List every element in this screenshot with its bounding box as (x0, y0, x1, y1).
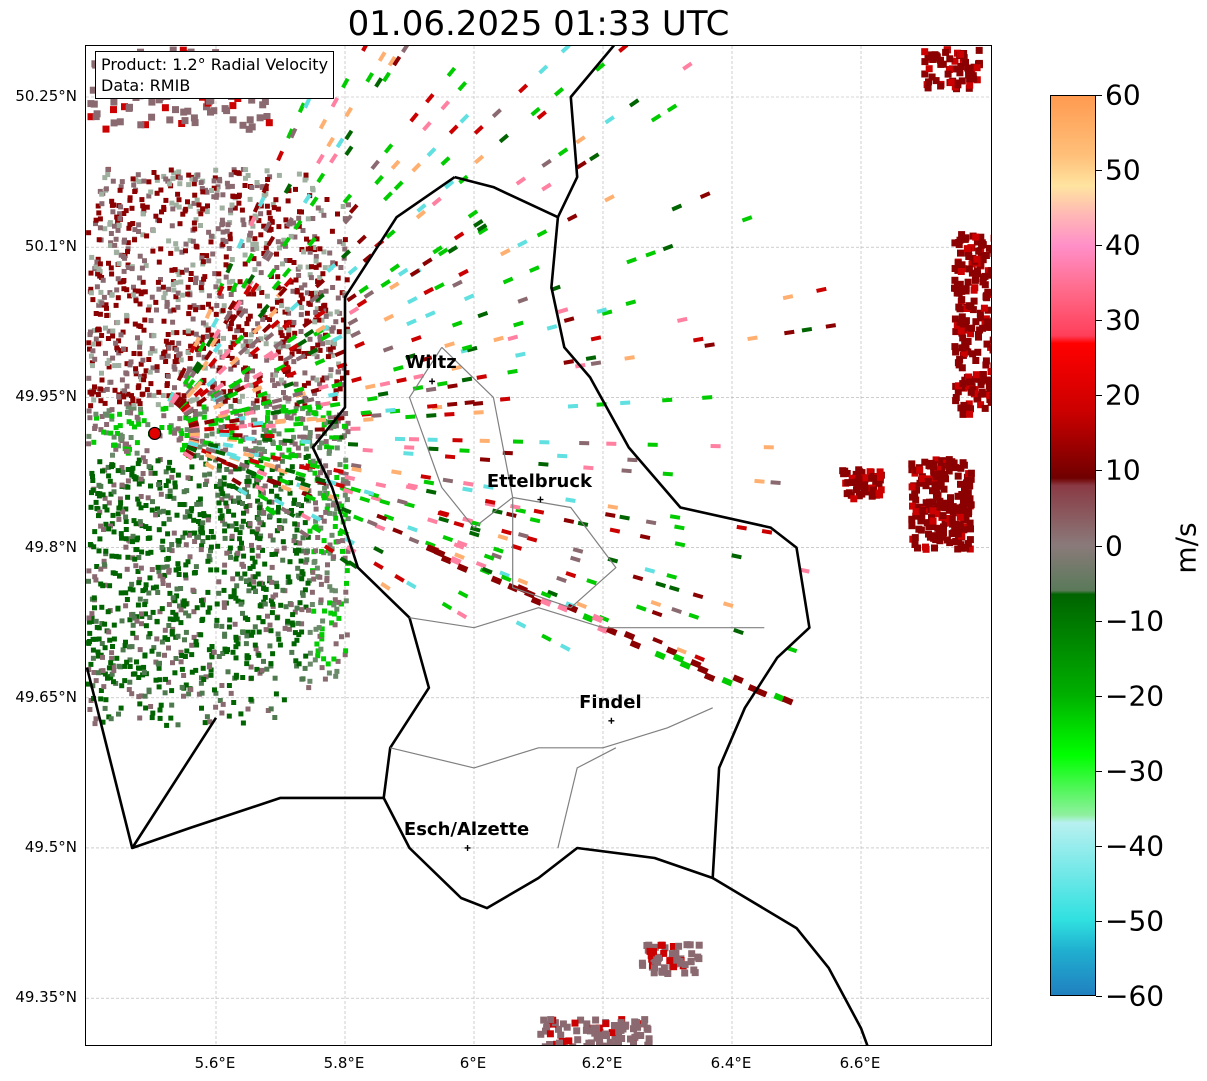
colorbar-tick-mark (1096, 320, 1102, 322)
latitude-tick-label: 49.35°N (15, 988, 77, 1007)
longitude-tick-label: 6.2°E (581, 1054, 623, 1072)
city-marker (608, 717, 615, 724)
longitude-tick-label: 6°E (459, 1054, 487, 1072)
data-source-label: Data: RMIB (101, 76, 191, 95)
colorbar-tick-label: −10 (1105, 604, 1165, 638)
country-borders (86, 46, 869, 1045)
velocity-colorbar (1050, 95, 1096, 996)
canton-line (557, 747, 617, 849)
city-marker (537, 496, 544, 503)
colorbar-tick-mark (1096, 920, 1102, 922)
colorbar-tick-label: −30 (1105, 754, 1165, 788)
latitude-tick-label: 49.65°N (15, 687, 77, 706)
radar-site-marker (148, 426, 162, 441)
colorbar-tick-label: 10 (1105, 453, 1141, 487)
canton-line (390, 707, 713, 769)
colorbar-tick-mark (1096, 470, 1102, 472)
city-marker (429, 378, 436, 385)
colorbar-tick-label: −20 (1105, 679, 1165, 713)
latitude-tick-label: 49.5°N (24, 837, 77, 856)
longitude-tick-label: 5.8°E (323, 1054, 365, 1072)
latitude-tick-label: 50.25°N (15, 87, 77, 105)
colorbar-tick-mark (1096, 996, 1102, 997)
colorbar-tick-label: 50 (1105, 153, 1141, 187)
city-marker (464, 844, 471, 851)
radar-echoes (86, 46, 991, 1045)
germany-border-south (712, 876, 869, 1045)
city-label: Ettelbruck (486, 470, 592, 492)
radar-map-canvas (86, 46, 991, 1045)
radar-map[interactable] (85, 45, 992, 1046)
map-title: 01.06.2025 01:33 UTC (347, 4, 730, 44)
colorbar-unit-label: m/s (1169, 522, 1203, 574)
canton-line (408, 346, 514, 529)
latitude-tick-label: 49.95°N (15, 387, 77, 406)
colorbar-tick-label: 30 (1105, 303, 1141, 337)
colorbar-tick-mark (1096, 695, 1102, 697)
colorbar-tick-label: 40 (1105, 228, 1141, 262)
colorbar-tick-label: 60 (1105, 78, 1141, 112)
colorbar-tick-mark (1096, 395, 1102, 397)
colorbar-tick-mark (1096, 545, 1102, 547)
colorbar-tick-mark (1096, 95, 1102, 96)
colorbar-tick-mark (1096, 620, 1102, 622)
city-label: Wiltz (405, 352, 457, 374)
canton-line (512, 496, 617, 609)
city-markers (429, 378, 615, 851)
france-border (130, 717, 384, 850)
city-label: Esch/Alzette (403, 818, 530, 840)
colorbar-tick-mark (1096, 245, 1102, 247)
canton-line (409, 607, 765, 629)
city-label: Findel (579, 691, 642, 713)
colorbar-tick-mark (1096, 770, 1102, 772)
latitude-tick-label: 49.8°N (24, 537, 77, 556)
colorbar-tick-mark (1096, 170, 1102, 172)
latitude-tick-label: 50.1°N (24, 237, 77, 256)
colorbar-tick-label: −50 (1105, 904, 1165, 938)
colorbar-tick-label: −40 (1105, 829, 1165, 863)
colorbar-tick-mark (1096, 845, 1102, 847)
longitude-tick-label: 6.4°E (710, 1054, 752, 1072)
product-info-box: Product: 1.2° Radial Velocity Data: RMIB (95, 51, 335, 99)
luxembourg-border (311, 175, 811, 910)
colorbar-tick-label: −60 (1105, 979, 1165, 1013)
belgium-france-border (86, 667, 134, 849)
product-label: Product: 1.2° Radial Velocity (101, 55, 329, 74)
germany-border-north (556, 46, 616, 218)
colorbar-tick-label: 20 (1105, 378, 1141, 412)
longitude-tick-label: 5.6°E (194, 1054, 236, 1072)
colorbar-tick-label: 0 (1105, 529, 1123, 562)
longitude-tick-label: 6.6°E (839, 1054, 881, 1072)
